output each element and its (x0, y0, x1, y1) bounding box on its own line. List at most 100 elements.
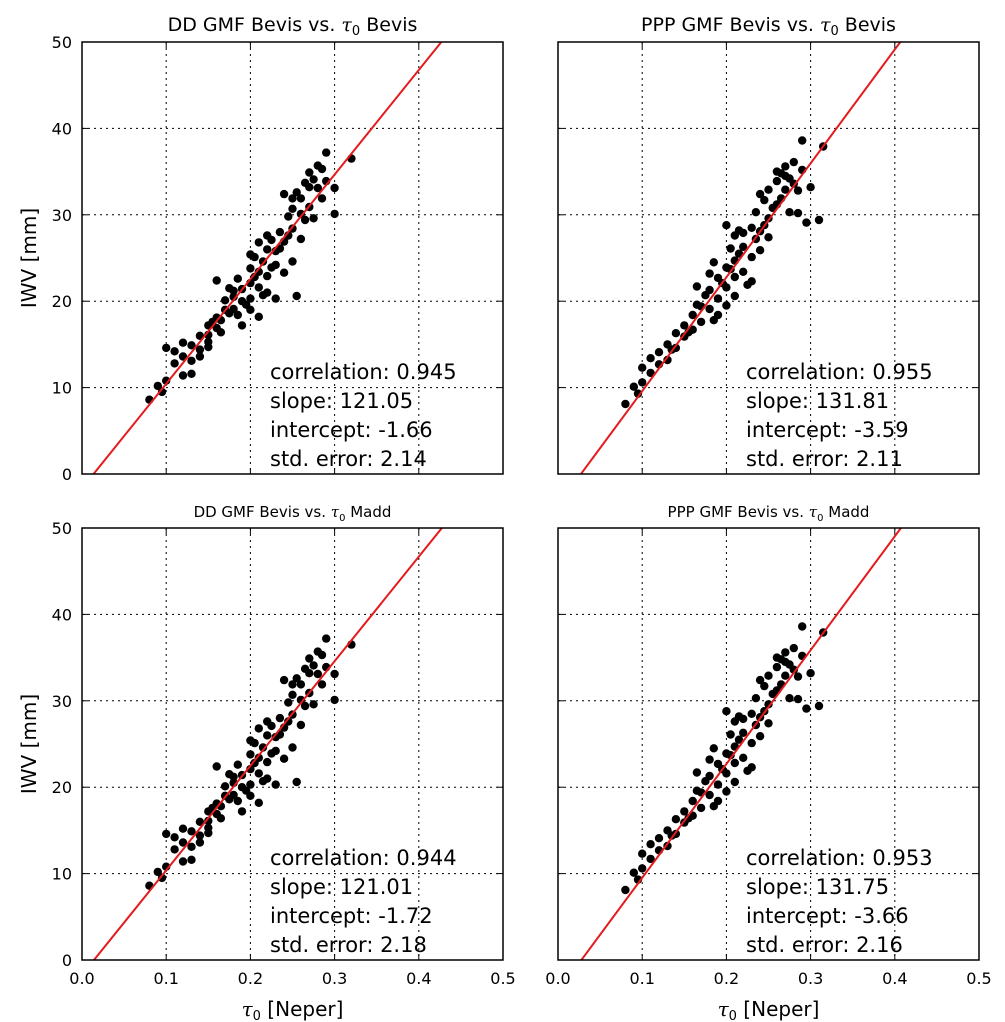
data-point (621, 399, 630, 409)
data-point (317, 650, 327, 660)
data-point (739, 267, 748, 276)
data-point (705, 269, 714, 278)
data-point (814, 701, 824, 711)
data-point (317, 680, 327, 689)
data-point (781, 671, 790, 680)
data-point (764, 700, 773, 709)
stats-line: std. error: 2.14 (270, 447, 427, 471)
data-point (246, 780, 255, 789)
axes-frame (557, 527, 980, 961)
data-point (267, 263, 276, 272)
title-suffix: Madd (823, 503, 869, 521)
data-point (317, 194, 327, 203)
data-point (313, 669, 322, 679)
title-text: DD GMF Bevis vs. (168, 14, 342, 36)
data-point (284, 698, 293, 707)
data-point (250, 272, 259, 282)
data-point (309, 700, 318, 709)
data-point (330, 669, 339, 679)
title-symbol: τ (341, 14, 352, 36)
data-point (216, 814, 226, 823)
data-point (170, 347, 179, 356)
data-point (271, 780, 280, 789)
data-point (798, 136, 807, 145)
data-point (284, 212, 293, 221)
data-point (768, 203, 777, 213)
data-point (263, 717, 272, 726)
data-point (730, 231, 739, 240)
data-point (162, 343, 171, 353)
data-point (279, 268, 289, 277)
axes-frame (81, 527, 504, 961)
data-point (793, 672, 803, 681)
data-point (755, 189, 765, 199)
data-point (170, 845, 179, 854)
data-point (254, 724, 263, 733)
data-point (246, 750, 255, 759)
data-point (802, 704, 811, 713)
data-point (254, 283, 263, 292)
data-point (237, 807, 247, 816)
data-point (713, 294, 723, 303)
x-tick-label: 0.1 (629, 969, 654, 988)
data-point (288, 680, 297, 689)
data-point (638, 864, 647, 873)
data-point (178, 352, 188, 361)
data-point (713, 780, 723, 789)
data-point (760, 195, 769, 205)
data-point (212, 276, 221, 285)
data-point (806, 183, 815, 192)
data-point (709, 316, 718, 325)
regression-line (92, 42, 443, 474)
y-tick-label: 0 (62, 465, 72, 484)
data-point (317, 164, 327, 174)
data-point (730, 777, 739, 787)
gridlines (82, 42, 503, 474)
data-point (212, 762, 221, 771)
title-text: PPP GMF Bevis vs. (668, 503, 809, 521)
data-point (254, 769, 263, 778)
data-point (296, 680, 306, 689)
data-point (781, 657, 790, 667)
stats-line: intercept: -1.72 (270, 904, 433, 928)
data-point (275, 227, 285, 237)
gridlines (558, 528, 979, 960)
data-point (204, 342, 213, 352)
title-symbol: τ (820, 14, 831, 36)
data-point (229, 304, 238, 314)
data-point (322, 148, 331, 157)
axes-frame (81, 41, 504, 475)
data-point (204, 828, 213, 838)
x-tick-label: 0.2 (238, 969, 263, 988)
title-symbol-sub: 0 (352, 24, 360, 39)
stats-line: slope: 131.81 (746, 389, 889, 413)
data-point (288, 204, 297, 213)
data-point (242, 786, 251, 795)
stats-line: intercept: -3.66 (746, 904, 909, 928)
title-text: DD GMF Bevis vs. (194, 503, 331, 521)
data-point (764, 671, 773, 680)
data-point (739, 753, 748, 762)
data-point (772, 167, 782, 176)
x-axis-symbol: τ (242, 997, 254, 1021)
y-tick-label: 10 (52, 865, 72, 884)
data-point (751, 694, 761, 703)
title-suffix: Bevis (360, 14, 417, 36)
data-point (309, 661, 318, 670)
x-tick-label: 0.0 (545, 969, 570, 988)
data-point (220, 782, 230, 791)
stats-line: correlation: 0.944 (270, 846, 457, 870)
data-point (225, 770, 234, 779)
stats-line: slope: 121.05 (270, 389, 413, 413)
data-point (292, 777, 301, 787)
x-axis-symbol: τ (718, 997, 730, 1021)
data-point (178, 857, 188, 866)
data-point (296, 720, 306, 730)
data-point (187, 827, 196, 836)
data-point (288, 690, 297, 699)
y-axis-label: IWV [mm] (17, 694, 41, 794)
data-point (646, 840, 655, 849)
data-point (292, 674, 301, 683)
data-point (300, 215, 310, 225)
title-suffix: Bevis (839, 14, 896, 36)
